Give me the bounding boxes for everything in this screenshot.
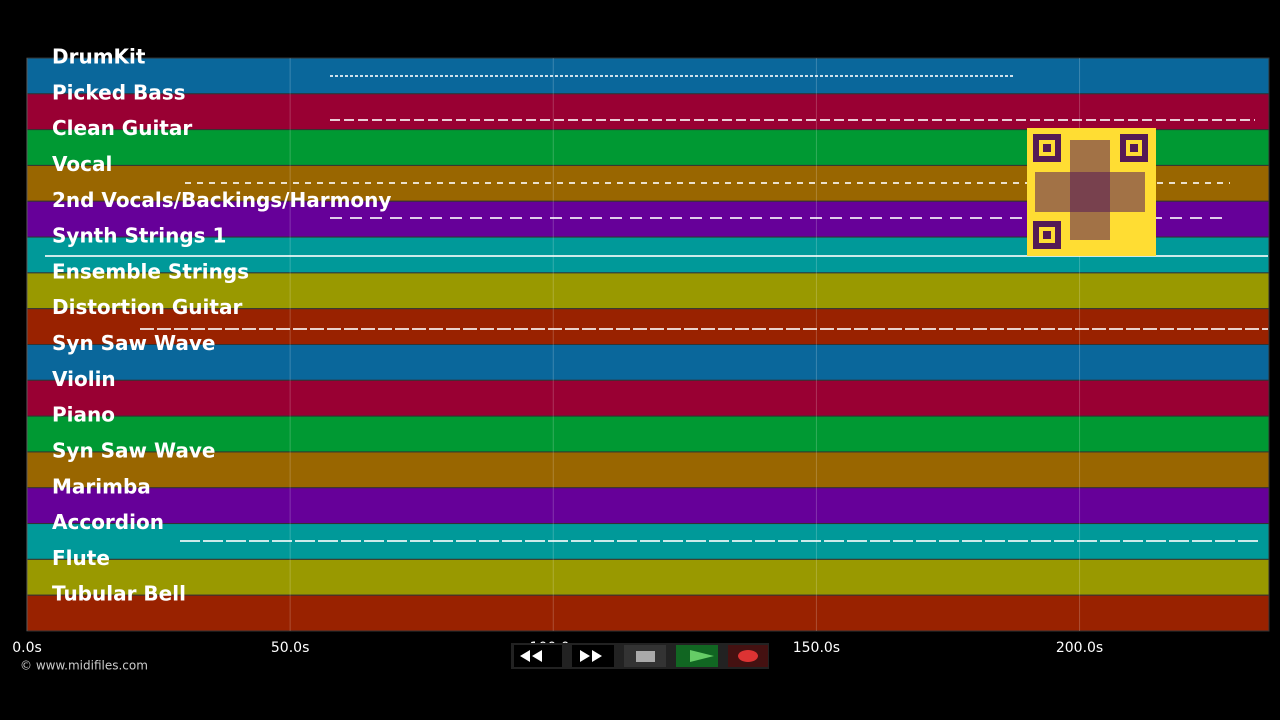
track-name: Piano [52,403,115,427]
play-button[interactable] [676,645,718,667]
x-tick-label: 0.0s [12,640,42,656]
track-name: Picked Bass [52,80,186,104]
track-name: Syn Saw Wave [52,331,215,355]
track-band [26,93,1270,131]
qr-code [1027,128,1156,256]
track-band [26,451,1270,489]
track-band [26,558,1270,596]
track-name: Tubular Bell [52,582,186,606]
track-name: Marimba [52,474,151,498]
rewind-button[interactable] [514,645,562,667]
track-name: Distortion Guitar [52,295,242,319]
track-name: Flute [52,546,110,570]
track-name: Ensemble Strings [52,259,249,283]
track-name: Violin [52,367,116,391]
track-name: 2nd Vocals/Backings/Harmony [52,188,391,212]
transport-controls [511,643,769,669]
track-name: DrumKit [52,45,146,69]
track-name: Accordion [52,510,164,534]
track-labels: DrumKit Picked Bass Clean Guitar Vocal 2nd V… [52,45,391,606]
track-name: Clean Guitar [52,116,192,140]
x-tick-label: 50.0s [271,640,309,656]
track-band [26,344,1270,381]
x-tick-label: 200.0s [1056,640,1103,656]
track-band [26,272,1270,310]
track-band [26,379,1270,417]
track-band [26,308,1270,345]
stop-button[interactable] [624,645,666,667]
record-button[interactable] [728,645,768,667]
track-name: Syn Saw Wave [52,438,215,462]
track-name: Synth Strings 1 [52,224,226,248]
track-band [26,594,1270,632]
x-tick-label: 150.0s [793,640,840,656]
fast-forward-button[interactable] [572,645,614,667]
copyright: © www.midifiles.com [20,659,148,673]
track-band [26,487,1270,525]
track-name: Vocal [52,152,112,176]
